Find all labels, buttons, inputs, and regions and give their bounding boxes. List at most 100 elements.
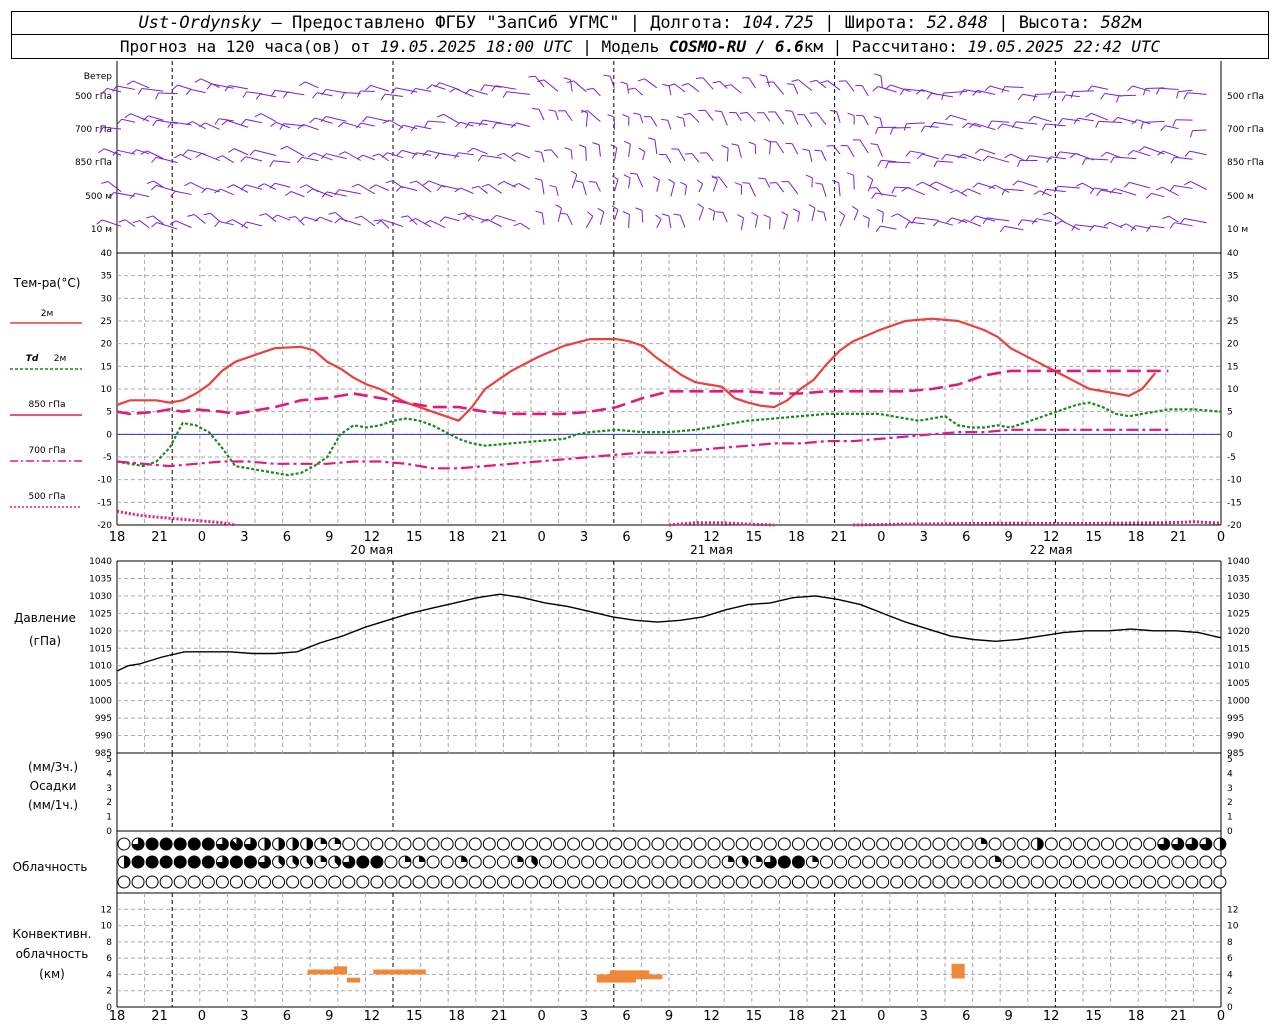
wind-barb [139, 220, 150, 229]
wind-barb-flag [972, 90, 978, 96]
wind-barb-flag [1103, 221, 1111, 227]
wind-barb [177, 84, 192, 90]
wind-barb-flag [454, 187, 461, 193]
cloud-fill [174, 838, 187, 850]
x-tick-label-bottom: 9 [665, 1009, 673, 1024]
cloud-fill [258, 856, 271, 868]
wind-barb-flag [987, 120, 993, 128]
wind-barb-flag [422, 150, 429, 157]
wind-barb-flag [852, 205, 859, 211]
cloud-symbol [1143, 837, 1157, 851]
cloud-symbol [609, 837, 623, 851]
wind-barb-flag [817, 210, 825, 213]
wind-barb [1004, 86, 1024, 89]
wind-barb [519, 222, 531, 230]
cloud-symbol [791, 837, 805, 851]
cloud-fill [1037, 838, 1044, 850]
wind-barb-flag [1138, 146, 1145, 152]
wind-barb [403, 124, 418, 130]
wind-barb [698, 183, 704, 193]
wind-barb-flag [683, 113, 691, 116]
wind-barb-flag [560, 212, 568, 215]
wind-barb [987, 155, 1010, 163]
wind-barb-flag [933, 160, 938, 168]
cloud-symbol [988, 875, 1002, 889]
wind-barb [628, 177, 631, 189]
cloud-fill [764, 856, 777, 868]
cloud-symbol [918, 837, 932, 851]
cloud-symbol [848, 875, 862, 889]
temp-y-tick-right: 40 [1227, 249, 1239, 259]
wind-barb [1135, 225, 1151, 229]
cloud-symbol [510, 875, 524, 889]
wind-barb-flag [1053, 186, 1059, 193]
wind-barb-flag [635, 207, 643, 211]
wind-barb [719, 80, 728, 89]
wind-barb-flag [1190, 130, 1193, 138]
wind-barb-flag [1112, 117, 1118, 123]
wind-barb [628, 144, 631, 158]
cloud-symbol [609, 875, 623, 889]
wind-barb-flag [184, 181, 191, 187]
wind-barb [1189, 150, 1207, 156]
wind-barb-flag [926, 93, 932, 100]
cloud-symbol [496, 837, 510, 851]
wind-barb-flag [949, 189, 957, 194]
pres-y-tick-right: 1025 [1227, 609, 1250, 619]
wind-barb-flag [195, 153, 202, 158]
cloud-symbol [665, 855, 679, 869]
cloud-symbol [412, 875, 426, 889]
wind-barb [585, 216, 594, 228]
wind-barb [156, 119, 178, 124]
cloud-symbol [834, 855, 848, 869]
wind-barb-flag [338, 151, 346, 156]
wind-barb-flag [941, 154, 947, 161]
wind-barb-flag [622, 211, 630, 215]
wind-barb [543, 79, 559, 92]
wind-barb-flag [1004, 153, 1012, 159]
cloud-fill [306, 838, 313, 850]
wind-barb-flag [815, 182, 823, 185]
cloud-fill [146, 838, 159, 850]
cloud-symbol [1185, 875, 1199, 889]
cloud-symbol [735, 837, 749, 851]
wind-barb [803, 114, 813, 127]
wind-barb [938, 220, 954, 226]
wind-barb [550, 149, 559, 159]
wind-barb [554, 111, 559, 121]
wind-barb [158, 92, 178, 95]
wind-barb [1151, 192, 1165, 198]
wind-barb [933, 121, 953, 126]
cloud-symbol [721, 875, 735, 889]
wind-barb-flag [279, 123, 284, 130]
x-tick-label-bottom: 6 [962, 1009, 970, 1024]
cloud-symbol [1129, 837, 1143, 851]
cloud-fill [320, 838, 327, 844]
wind-barb [503, 180, 517, 188]
wind-barb [366, 116, 390, 122]
wind-barb-flag [320, 116, 327, 123]
wind-barb [945, 153, 968, 159]
wind-barb-flag [203, 212, 211, 216]
wind-barb [706, 152, 714, 162]
wind-barb-flag [396, 150, 403, 156]
wind-barb-flag [424, 120, 429, 128]
wind-barb [906, 122, 925, 125]
wind-barb-flag [734, 182, 742, 186]
wind-barb [698, 207, 704, 221]
temp-y-tick-left: 40 [101, 249, 113, 259]
wind-barb-flag [214, 221, 220, 228]
cloud-symbol [595, 855, 609, 869]
wind-barb-flag [312, 92, 318, 99]
wind-barb-flag [1127, 85, 1133, 92]
temp-y-tick-left: 0 [106, 430, 112, 440]
wind-barb-flag [715, 211, 723, 214]
wind-barb-flag [802, 148, 810, 152]
wind-barb [468, 214, 488, 222]
wind-barb-flag [306, 188, 314, 194]
wind-barb [890, 84, 911, 93]
cloud-symbol [1129, 875, 1143, 889]
wind-barb-flag [314, 216, 321, 222]
wind-barb-flag [570, 170, 578, 176]
wind-barb-flag [480, 84, 485, 91]
